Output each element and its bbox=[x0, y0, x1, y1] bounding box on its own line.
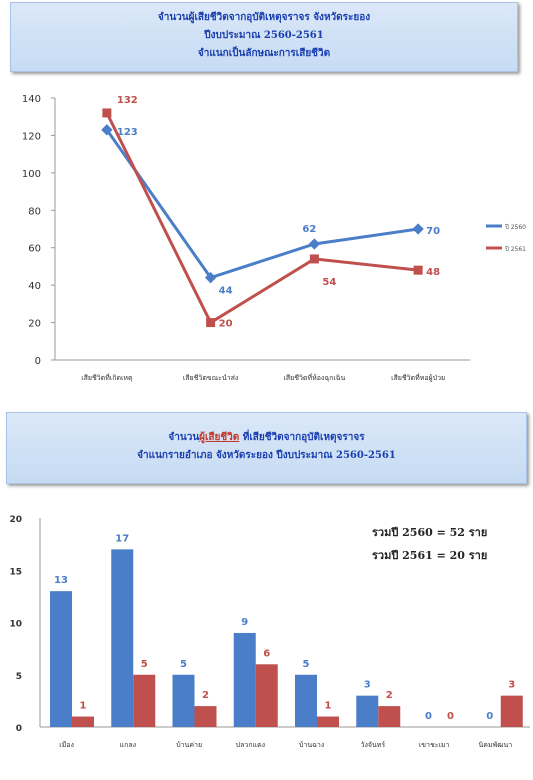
x-category-label: เสียชีวิตที่หอผู้ป่วย bbox=[391, 373, 445, 382]
bar-value-label: 0 bbox=[425, 711, 432, 722]
chart1-title-line2: ปีงบประมาณ 2560-2561 bbox=[204, 30, 324, 41]
x-category-label: เสียชีวิตขณะนำส่ง bbox=[183, 374, 238, 382]
bar-value-label: 3 bbox=[508, 680, 515, 691]
x-category-label: บ้านค่าย bbox=[176, 741, 202, 749]
bar-value-label: 1 bbox=[325, 701, 332, 712]
line-chart: 0 20 40 60 80 100 120 140 เสียชีวิตที่เกิดเหตุ เส… bbox=[22, 94, 526, 382]
data-label: 54 bbox=[322, 277, 336, 288]
data-point bbox=[308, 238, 321, 250]
y-tick-label: 120 bbox=[22, 131, 41, 142]
data-point bbox=[204, 272, 217, 284]
bar bbox=[133, 674, 156, 727]
chart1-title-line3: จำแนกเป็นลักษณะการเสียชีวิต bbox=[197, 48, 331, 59]
total-note-2560: รวมปี 2560 = 52 ราย bbox=[372, 526, 488, 539]
chart2-title-line1: จำนวนผู้เสียชีวิต ที่เสียชีวิตจากอุบัติเ… bbox=[7, 429, 526, 447]
data-label: 48 bbox=[426, 267, 440, 278]
data-label: 62 bbox=[302, 224, 316, 235]
bar-value-label: 3 bbox=[364, 680, 371, 691]
bar-value-label: 13 bbox=[54, 575, 68, 586]
data-label: 123 bbox=[117, 127, 138, 138]
total-note-2561: รวมปี 2561 = 20 ราย bbox=[372, 549, 488, 562]
bar bbox=[172, 674, 195, 727]
x-category-label: เมือง bbox=[59, 741, 74, 749]
bar-value-label: 5 bbox=[141, 659, 148, 670]
bar bbox=[500, 695, 523, 727]
bar bbox=[317, 716, 339, 727]
bar bbox=[72, 716, 94, 727]
legend-label: ปี 2561 bbox=[504, 245, 526, 253]
x-category-label: ปลวกแดง bbox=[236, 741, 265, 749]
bar bbox=[111, 549, 134, 727]
y-tick-label: 10 bbox=[9, 620, 22, 630]
chart2-title-line2: จำแนกรายอำเภอ จังหวัดระยอง ปีงบประมาณ 25… bbox=[137, 450, 396, 461]
data-point bbox=[309, 254, 319, 264]
bar-value-label: 5 bbox=[180, 659, 187, 670]
y-tick-label: 140 bbox=[22, 94, 41, 105]
bar bbox=[233, 632, 256, 727]
x-category-label: เสียชีวิตที่ห้องฉุกเฉิน bbox=[283, 373, 345, 382]
x-category-label: เสียชีวิตที่เกิดเหตุ bbox=[81, 373, 133, 382]
bar bbox=[356, 695, 379, 727]
y-tick-label: 80 bbox=[28, 206, 41, 217]
x-category-label: เขาชะเมา bbox=[419, 741, 450, 749]
bar-value-label: 9 bbox=[241, 617, 248, 628]
chart1-title-line1: จำนวนผู้เสียชีวิตจากอุบัติเหตุจราจร จังห… bbox=[157, 12, 371, 23]
y-tick-label: 5 bbox=[16, 672, 22, 682]
data-point bbox=[102, 108, 112, 118]
x-category-label: วังจันทร์ bbox=[361, 741, 386, 749]
y-tick-label: 20 bbox=[9, 515, 22, 525]
chart2-title-post: ที่เสียชีวิตจากอุบัติเหตุจราจร bbox=[239, 432, 365, 443]
series-line bbox=[105, 112, 419, 325]
chart2-title-highlight: ผู้เสียชีวิต bbox=[199, 432, 240, 443]
chart2-title-banner: จำนวนผู้เสียชีวิต ที่เสียชีวิตจากอุบัติเ… bbox=[6, 412, 527, 484]
data-point bbox=[412, 223, 424, 235]
data-point bbox=[206, 318, 216, 328]
bar-value-label: 1 bbox=[80, 701, 87, 712]
y-tick-label: 0 bbox=[35, 356, 41, 367]
x-category-label: นิคมพัฒนา bbox=[479, 741, 513, 749]
bar-value-label: 0 bbox=[486, 711, 493, 722]
data-label: 70 bbox=[426, 226, 440, 237]
bar bbox=[194, 706, 217, 727]
bar bbox=[378, 706, 401, 727]
bar bbox=[255, 664, 278, 727]
bar-value-label: 5 bbox=[303, 659, 310, 670]
y-tick-label: 100 bbox=[22, 169, 41, 180]
bar-value-label: 2 bbox=[202, 690, 209, 701]
data-point bbox=[413, 265, 423, 275]
chart1-title-banner: จำนวนผู้เสียชีวิตจากอุบัติเหตุจราจร จังห… bbox=[10, 2, 518, 72]
data-label: 44 bbox=[219, 286, 233, 297]
data-label: 20 bbox=[219, 319, 233, 330]
bar bbox=[295, 674, 317, 727]
y-tick-label: 20 bbox=[28, 319, 41, 330]
x-category-label: บ้านฉาง bbox=[299, 741, 324, 749]
series-line bbox=[105, 128, 419, 280]
bar-chart: 05101520เมือง แกลง บ้านค่าย ปลวกแดง บ้านฉางว… bbox=[9, 515, 530, 749]
y-tick-label: 60 bbox=[28, 244, 41, 255]
chart2-title-pre: จำนวน bbox=[168, 432, 200, 443]
bar-value-label: 2 bbox=[386, 690, 393, 701]
legend-label: ปี 2560 bbox=[504, 223, 526, 231]
y-tick-label: 0 bbox=[16, 724, 22, 734]
data-label: 132 bbox=[117, 95, 138, 106]
bar bbox=[50, 591, 72, 727]
bar-value-label: 17 bbox=[115, 533, 129, 544]
bar-value-label: 6 bbox=[263, 648, 270, 659]
y-tick-label: 40 bbox=[28, 281, 41, 292]
bar-value-label: 0 bbox=[447, 711, 454, 722]
x-category-label: แกลง bbox=[120, 741, 136, 749]
y-tick-label: 15 bbox=[9, 567, 22, 577]
